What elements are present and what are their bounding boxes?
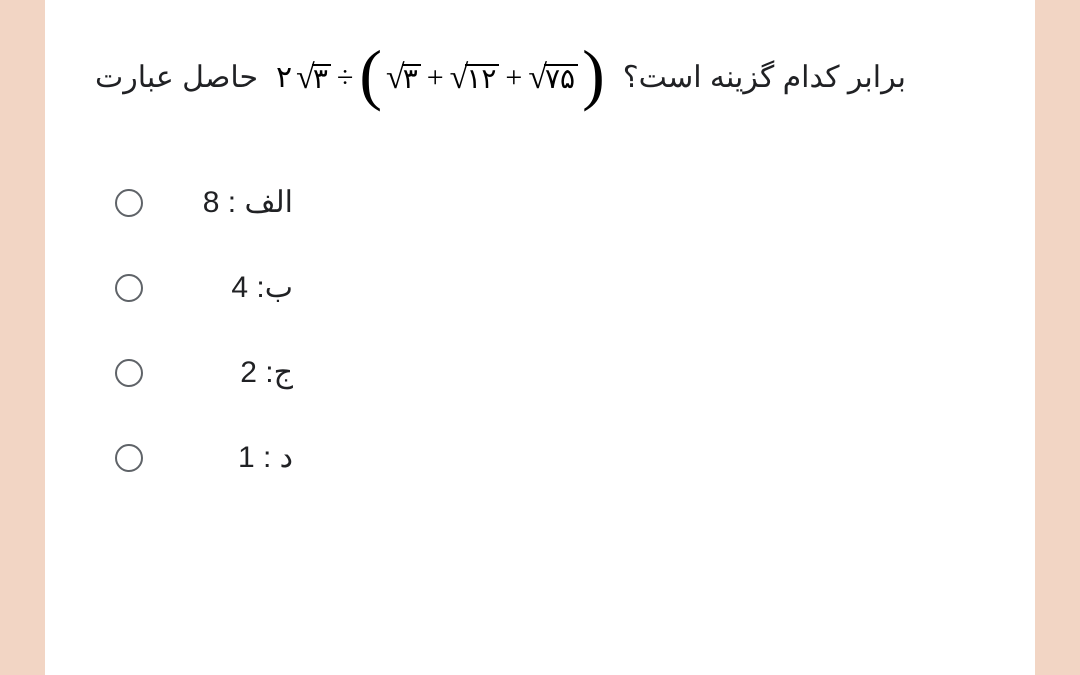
radio-icon[interactable]	[115, 444, 143, 472]
option-value: 8	[203, 186, 220, 219]
sqrt-arg: ۳	[312, 64, 331, 94]
option-value: 4	[231, 271, 248, 304]
option-value: 2	[240, 356, 257, 389]
option-row[interactable]: د : 1	[115, 440, 985, 475]
option-letter: ب:	[256, 271, 293, 304]
radio-icon[interactable]	[115, 189, 143, 217]
options-list: الف : 8 ب: 4 ج: 2 د : 1	[95, 185, 985, 475]
sqrt-2: √ ۱۲	[450, 61, 500, 95]
option-label: الف : 8	[183, 185, 293, 220]
option-letter: ج:	[265, 356, 293, 389]
question-card: حاصل عبارت ۲ √ ۳ ÷ ( √ ۳ + √ ۱۲ + √ ۷۵	[45, 0, 1035, 675]
radio-icon[interactable]	[115, 274, 143, 302]
sqrt-3: √ ۷۵	[528, 61, 578, 95]
math-expression: ۲ √ ۳ ÷ ( √ ۳ + √ ۱۲ + √ ۷۵ )	[276, 60, 605, 95]
option-row[interactable]: الف : 8	[115, 185, 985, 220]
option-letter: الف :	[228, 186, 293, 219]
question-row: حاصل عبارت ۲ √ ۳ ÷ ( √ ۳ + √ ۱۲ + √ ۷۵	[95, 60, 985, 95]
sqrt-outer: √ ۳	[296, 61, 331, 95]
option-letter: د :	[263, 441, 293, 474]
question-trail: برابر کدام گزینه است؟	[623, 60, 906, 95]
radio-icon[interactable]	[115, 359, 143, 387]
option-row[interactable]: ب: 4	[115, 270, 985, 305]
coef-outer: ۲	[276, 60, 292, 95]
plus-op: +	[427, 61, 444, 95]
sqrt-arg: ۷۵	[544, 64, 578, 94]
option-label: د : 1	[183, 440, 293, 475]
sqrt-1: √ ۳	[386, 61, 421, 95]
option-label: ج: 2	[183, 355, 293, 390]
div-op: ÷	[337, 61, 353, 95]
sqrt-arg: ۱۲	[465, 64, 499, 94]
plus-op: +	[505, 61, 522, 95]
option-label: ب: 4	[183, 270, 293, 305]
option-row[interactable]: ج: 2	[115, 355, 985, 390]
question-lead: حاصل عبارت	[95, 60, 258, 95]
sqrt-arg: ۳	[402, 64, 421, 94]
option-value: 1	[238, 441, 255, 474]
